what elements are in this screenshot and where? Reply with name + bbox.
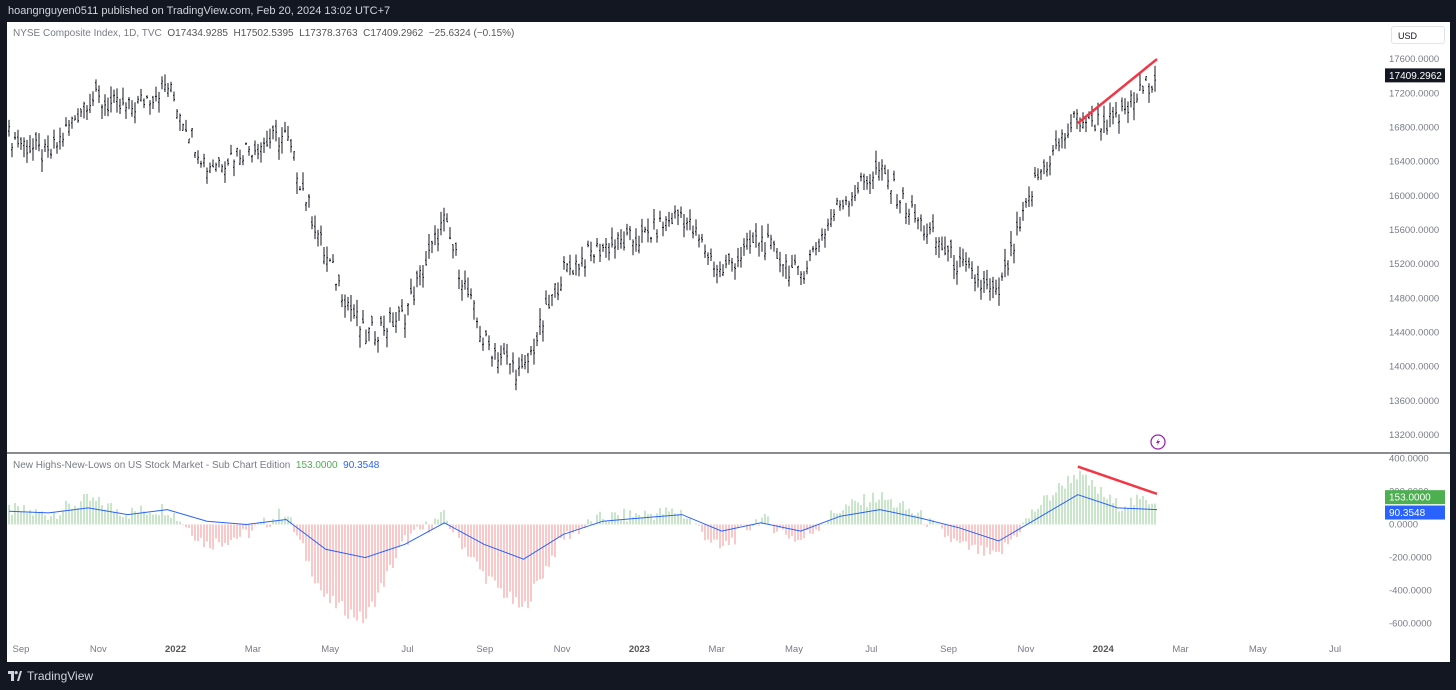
price-trendline[interactable] bbox=[1077, 58, 1158, 125]
close-value: C17409.2962 bbox=[363, 28, 424, 39]
chart-canvas[interactable]: 17600.0000 17200.0000 16800.0000 16400.0000… bbox=[7, 22, 1450, 662]
tradingview-logo[interactable]: TradingView bbox=[8, 669, 93, 683]
change-value: −25.6324 (−0.15%) bbox=[428, 28, 515, 39]
nhnl-ma-tag-label: 90.3548 bbox=[1389, 508, 1426, 519]
price-axis-tick: 15600.0000 bbox=[1389, 225, 1439, 236]
nhnl-value-tag-label: 153.0000 bbox=[1389, 493, 1431, 504]
main-legend: NYSE Composite Index, 1D, TVC O17434.928… bbox=[13, 28, 514, 39]
nhnl-ma-line bbox=[8, 494, 1158, 560]
lightning-bolt bbox=[1156, 438, 1160, 446]
time-axis-tick: 2023 bbox=[629, 644, 650, 655]
nhnl-ma-tag bbox=[1385, 505, 1445, 520]
time-axis-tick: Jul bbox=[865, 644, 877, 655]
nhnl-value-tag bbox=[1385, 490, 1445, 505]
footer: TradingView bbox=[0, 662, 1456, 690]
sub-axis-tick: -600.0000 bbox=[1389, 619, 1432, 630]
brand-name: TradingView bbox=[27, 669, 94, 683]
time-axis-tick: Nov bbox=[554, 644, 571, 655]
open-value: O17434.9285 bbox=[167, 28, 228, 39]
price-axis-tick: 17200.0000 bbox=[1389, 88, 1439, 99]
time-axis-tick: Sep bbox=[13, 644, 30, 655]
time-axis-tick: Jul bbox=[1329, 644, 1341, 655]
time-axis-tick: Mar bbox=[1172, 644, 1188, 655]
currency-selector[interactable]: USD bbox=[1391, 26, 1445, 44]
low-value: L17378.3763 bbox=[299, 28, 358, 39]
last-price-tag bbox=[1385, 68, 1445, 83]
time-axis-tick: Sep bbox=[940, 644, 957, 655]
sub-value-1: 153.0000 bbox=[295, 460, 338, 471]
price-axis-tick: 16800.0000 bbox=[1389, 122, 1439, 133]
time-axis-tick: Sep bbox=[476, 644, 493, 655]
time-axis-tick: May bbox=[785, 644, 803, 655]
time-axis-tick: 2022 bbox=[165, 644, 186, 655]
price-axis-tick: 15200.0000 bbox=[1389, 259, 1439, 270]
nhnl-trendline[interactable] bbox=[1077, 465, 1158, 496]
high-value: H17502.5395 bbox=[233, 28, 294, 39]
sub-axis-tick: 400.0000 bbox=[1389, 453, 1429, 464]
price-axis-tick: 16000.0000 bbox=[1389, 191, 1439, 202]
price-axis-tick: 14800.0000 bbox=[1389, 293, 1439, 304]
publish-info: hoangnguyen0511 published on TradingView… bbox=[8, 5, 391, 17]
price-axis-tick: 14000.0000 bbox=[1389, 362, 1439, 373]
time-axis-tick: Nov bbox=[90, 644, 107, 655]
sub-legend: New Highs-New-Lows on US Stock Market - … bbox=[13, 460, 379, 471]
sub-axis-tick: -400.0000 bbox=[1389, 586, 1432, 597]
sub-axis-tick: -200.0000 bbox=[1389, 553, 1432, 564]
price-axis-tick: 13600.0000 bbox=[1389, 396, 1439, 407]
last-price-tag-label: 17409.2962 bbox=[1389, 71, 1442, 82]
chart-panel[interactable]: 17600.0000 17200.0000 16800.0000 16400.0000… bbox=[7, 22, 1450, 662]
time-axis-tick: Mar bbox=[245, 644, 261, 655]
time-axis-tick: Nov bbox=[1017, 644, 1034, 655]
tradingview-icon bbox=[8, 671, 22, 681]
time-axis-tick: May bbox=[1249, 644, 1267, 655]
time-axis-tick: Jul bbox=[401, 644, 413, 655]
sub-value-2: 90.3548 bbox=[343, 460, 380, 471]
publish-header: hoangnguyen0511 published on TradingView… bbox=[0, 0, 1456, 22]
time-axis-tick: Mar bbox=[709, 644, 725, 655]
price-axis-tick: 16400.0000 bbox=[1389, 157, 1439, 168]
price-axis-tick: 14400.0000 bbox=[1389, 327, 1439, 338]
time-axis-tick: May bbox=[321, 644, 339, 655]
sub-axis-tick: 0.0000 bbox=[1389, 519, 1418, 530]
price-axis-tick: 13200.0000 bbox=[1389, 430, 1439, 441]
price-axis-tick: 17600.0000 bbox=[1389, 54, 1439, 65]
sub-indicator-name[interactable]: New Highs-New-Lows on US Stock Market - … bbox=[13, 460, 291, 471]
symbol-label[interactable]: NYSE Composite Index, 1D, TVC bbox=[13, 28, 162, 39]
time-axis-tick: 2024 bbox=[1093, 644, 1115, 655]
